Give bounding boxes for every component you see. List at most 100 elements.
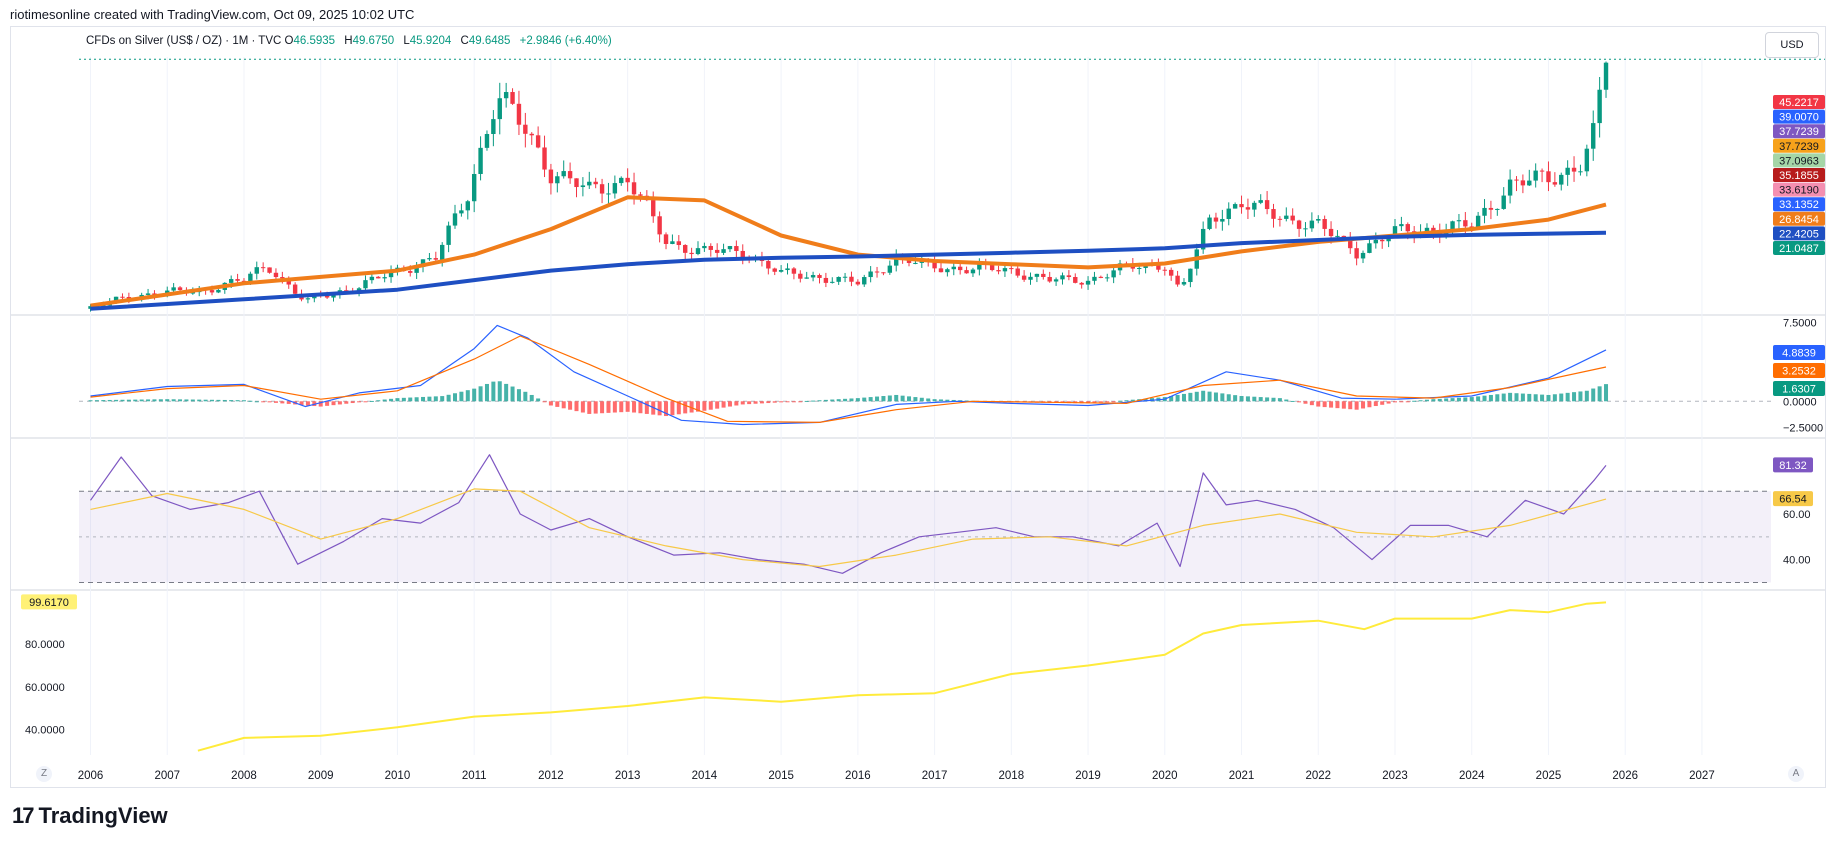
candle-body <box>491 119 496 134</box>
candle-body <box>989 264 995 271</box>
candle-body <box>1252 202 1257 210</box>
price-label-badge <box>1773 211 1825 226</box>
macd-histogram-bar <box>1239 396 1244 402</box>
macd-histogram-bar <box>120 399 125 402</box>
macd-histogram-bar <box>299 401 304 405</box>
macd-histogram-bar <box>1213 392 1218 402</box>
price-label-text: 37.0963 <box>1779 155 1819 167</box>
candle-body <box>503 92 509 99</box>
macd-histogram-bar <box>1412 400 1417 402</box>
macd-histogram-bar <box>1169 396 1174 402</box>
chart-canvas[interactable]: 2006 2007 2008 2009 2010 2011 2012 2013 2014 2015… <box>11 27 1825 787</box>
macd-histogram-bar <box>536 398 541 402</box>
macd-histogram-bar <box>465 390 470 402</box>
candle-body <box>1316 219 1321 221</box>
candle-body <box>612 183 618 194</box>
macd-histogram-bar <box>178 399 183 402</box>
candle-body <box>1290 215 1295 221</box>
macd-histogram-bar <box>785 401 790 403</box>
macd-histogram-bar <box>1130 399 1135 402</box>
candle-body <box>625 177 630 183</box>
macd-histogram-bar <box>286 401 291 404</box>
macd-histogram-bar <box>753 401 758 404</box>
brand-logo[interactable]: 17 TradingView <box>12 803 168 829</box>
macd-histogram-bar <box>555 401 560 407</box>
macd-histogram-bar <box>791 401 796 403</box>
close-label: C <box>460 35 469 47</box>
price-label-text: 37.7239 <box>1779 126 1819 138</box>
macd-histogram-bar <box>1284 399 1289 402</box>
candle-body <box>273 272 279 278</box>
rsi-line <box>90 454 1607 574</box>
macd-value-text: 3.2532 <box>1782 366 1816 378</box>
zoom-reset-button[interactable]: Z <box>36 766 52 782</box>
price-label-badge <box>1773 109 1825 124</box>
macd-histogram-bar <box>331 401 336 406</box>
candle-body <box>209 290 215 293</box>
chart-frame[interactable]: 2006 2007 2008 2009 2010 2011 2012 2013 2014 2015… <box>10 26 1826 788</box>
macd-histogram-bar <box>593 401 598 414</box>
candle-body <box>587 181 592 186</box>
x-axis-tick-label: 2015 <box>768 770 794 782</box>
x-axis-tick-label: 2024 <box>1459 770 1485 782</box>
macd-histogram-bar <box>254 401 259 403</box>
candle-body <box>766 261 771 269</box>
candle-body <box>785 268 790 271</box>
open-label: O <box>284 35 294 47</box>
macd-histogram-bar <box>715 401 720 409</box>
candle-body <box>382 277 387 279</box>
macd-histogram-bar <box>88 400 93 402</box>
auto-scale-button[interactable]: A <box>1788 766 1804 782</box>
candle-body <box>689 252 694 255</box>
macd-histogram-bar <box>197 399 202 402</box>
macd-histogram-bar <box>938 399 943 402</box>
candle-body <box>708 245 713 250</box>
candle-body <box>830 281 835 283</box>
macd-histogram-bar <box>1546 394 1551 402</box>
macd-histogram-bar <box>222 399 227 402</box>
x-axis-tick-label: 2016 <box>845 770 871 782</box>
macd-histogram-bar <box>1303 401 1308 404</box>
candle-body <box>631 182 637 195</box>
candle-body <box>810 275 816 278</box>
candle-body <box>1105 277 1110 279</box>
macd-histogram-bar <box>433 396 438 402</box>
candle-body <box>1258 200 1263 203</box>
macd-histogram-bar <box>280 401 285 404</box>
macd-histogram-bar <box>497 381 502 402</box>
symbol-name[interactable]: CFDs on Silver (US$ / OZ) · 1M · TVC <box>86 35 282 47</box>
macd-histogram-bar <box>248 400 253 402</box>
candle-body <box>670 241 675 244</box>
macd-histogram-bar <box>139 399 144 402</box>
candle-body <box>497 98 502 120</box>
currency-button[interactable]: USD <box>1765 32 1819 58</box>
candle-body <box>1514 179 1519 181</box>
macd-histogram-bar <box>229 400 234 402</box>
candle-body <box>1328 228 1334 237</box>
candle-body <box>145 293 151 295</box>
macd-histogram-bar <box>1476 396 1481 402</box>
candle-body <box>1380 239 1385 242</box>
x-axis-tick-label: 2006 <box>78 770 104 782</box>
macd-histogram-bar <box>382 399 387 402</box>
macd-histogram-bar <box>107 399 112 402</box>
x-axis-tick-label: 2010 <box>385 770 411 782</box>
price-label-badge <box>1773 138 1825 153</box>
symbol-legend[interactable]: CFDs on Silver (US$ / OZ) · 1M · TVC O46… <box>86 35 618 47</box>
x-axis-tick-label: 2007 <box>154 770 180 782</box>
percentile-line <box>197 601 1607 752</box>
candle-body <box>721 249 726 253</box>
candle-body <box>1527 180 1532 186</box>
macd-histogram-bar <box>1290 400 1295 402</box>
macd-histogram-bar <box>446 394 451 402</box>
macd-value-badge <box>1773 381 1825 396</box>
macd-histogram-bar <box>1469 397 1474 402</box>
rsi-value-badge <box>1773 457 1813 473</box>
candle-body <box>938 268 944 273</box>
candle-body <box>548 169 554 184</box>
macd-signal-line <box>90 335 1607 423</box>
macd-histogram-bar <box>114 399 119 402</box>
candle-body <box>683 245 688 253</box>
candle-body <box>516 103 522 125</box>
macd-histogram-bar <box>606 401 611 413</box>
